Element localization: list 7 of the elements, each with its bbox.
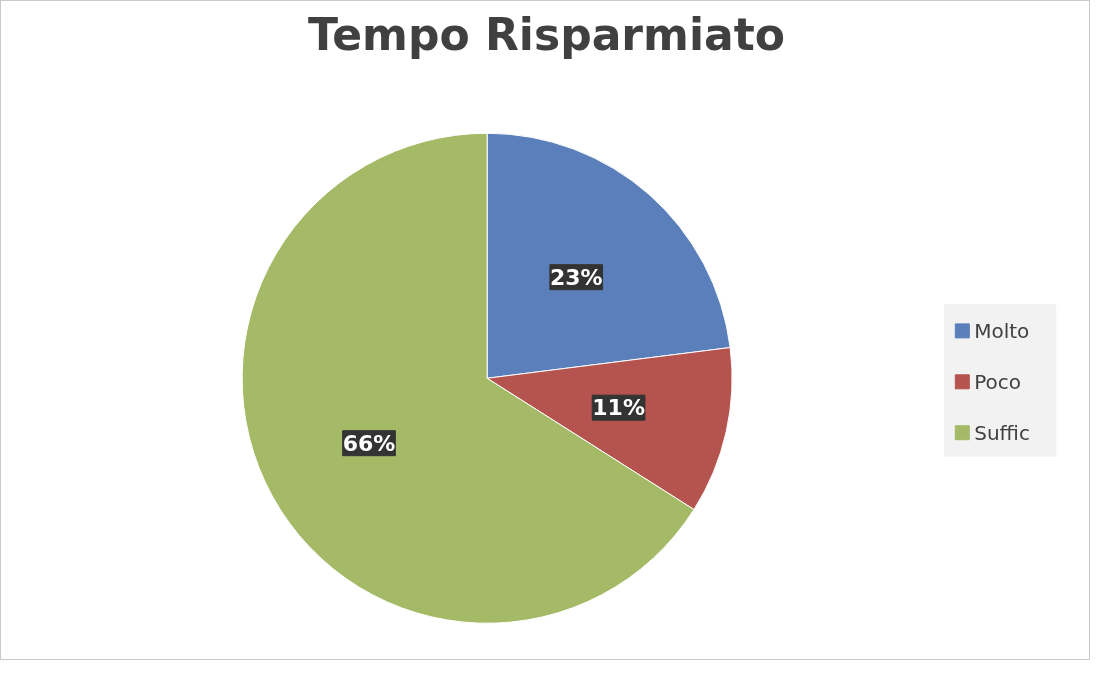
legend-label: Poco [974,369,1022,394]
chart-title: Tempo Risparmiato [308,8,785,60]
data-label: 11% [592,395,645,421]
legend-label: Suffic [974,420,1030,445]
legend-label: Molto [974,318,1030,343]
data-label: 23% [549,264,603,290]
data-label: 66% [342,430,396,456]
